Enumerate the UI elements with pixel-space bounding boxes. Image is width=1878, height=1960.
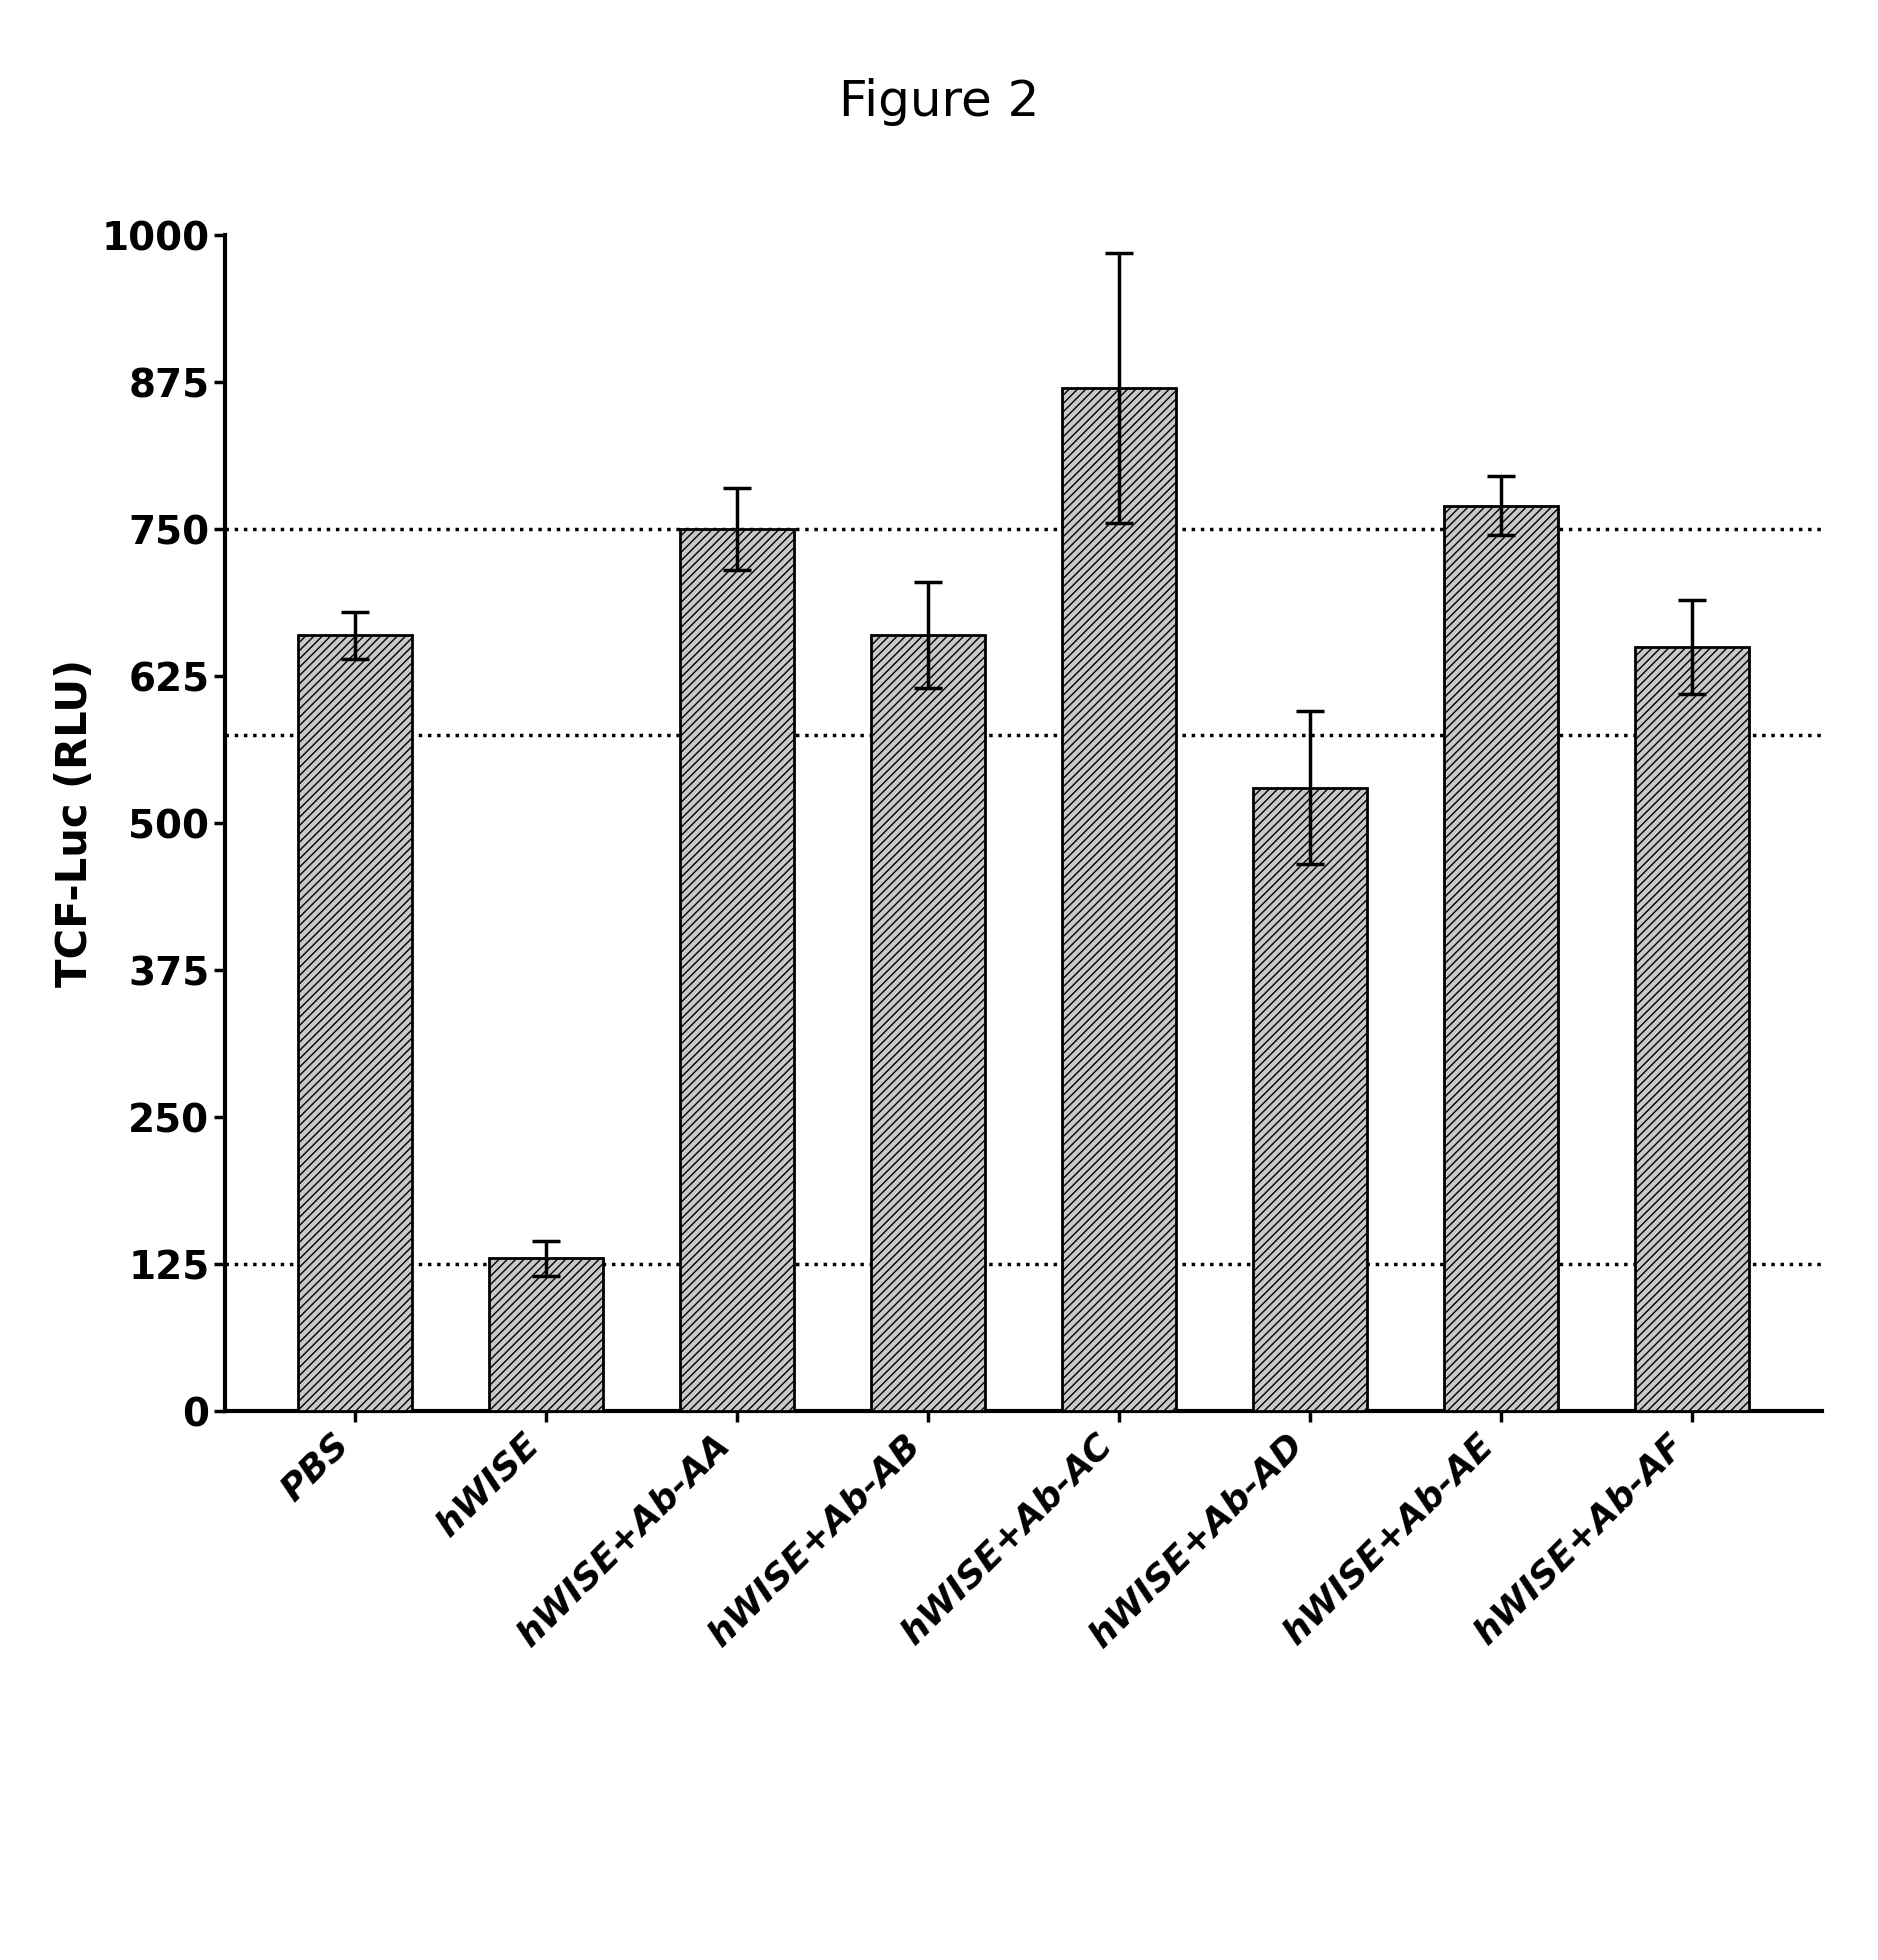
- Bar: [299, 635, 413, 1411]
- Bar: [1444, 506, 1559, 1411]
- Bar: [488, 1258, 603, 1411]
- Bar: [871, 635, 986, 1411]
- Bar: [1061, 388, 1176, 1411]
- Bar: [1634, 647, 1748, 1411]
- Bar: [680, 529, 794, 1411]
- Text: Figure 2: Figure 2: [839, 78, 1039, 125]
- Bar: [1253, 788, 1367, 1411]
- Y-axis label: TCF-Luc (RLU): TCF-Luc (RLU): [54, 659, 96, 988]
